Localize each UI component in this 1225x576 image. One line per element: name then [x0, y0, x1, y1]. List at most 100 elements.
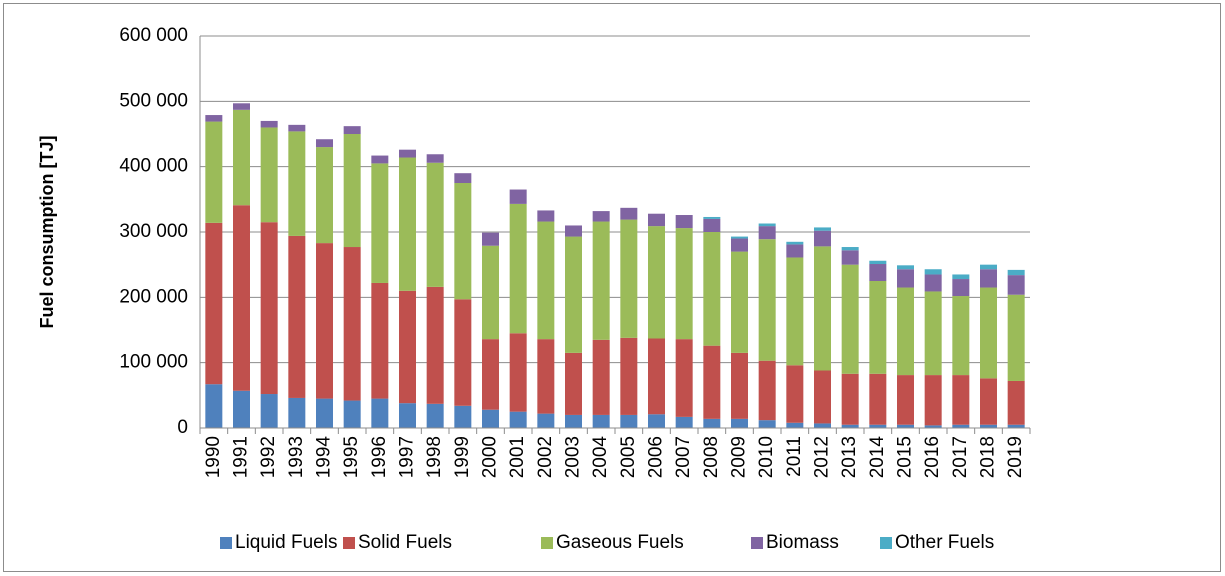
- bar-segment: [537, 413, 555, 428]
- x-tick-label: 2006: [646, 436, 667, 478]
- x-tick-label: 2017: [950, 436, 971, 478]
- bar-segment: [260, 394, 278, 428]
- bar-segment: [731, 352, 748, 419]
- x-tick-label: 1990: [203, 436, 224, 478]
- bar-segment: [343, 247, 361, 401]
- bar-segment: [454, 173, 472, 183]
- bar-segment: [509, 189, 527, 204]
- bar-segment: [592, 339, 610, 415]
- y-tick-label: 400 000: [119, 156, 188, 177]
- bar-segment: [952, 424, 970, 428]
- bar-segment: [869, 264, 887, 281]
- bar-segment: [371, 398, 389, 428]
- bar-segment: [288, 397, 306, 428]
- bar-segment: [482, 245, 499, 340]
- bar-segment: [758, 420, 776, 428]
- x-tick-label: 2002: [535, 436, 556, 478]
- bar-segment: [841, 250, 859, 265]
- x-tick-label: 2008: [701, 436, 722, 478]
- x-tick-label: 1994: [314, 436, 335, 479]
- bar-segment: [980, 424, 997, 428]
- x-tick-label: 2005: [618, 436, 639, 478]
- bar-segment: [814, 227, 831, 231]
- y-tick-label: 300 000: [119, 221, 188, 242]
- y-tick-label: 0: [177, 417, 188, 438]
- legend-swatch: [751, 537, 763, 549]
- x-tick-label: 2015: [895, 436, 916, 478]
- bar-segment: [814, 370, 831, 424]
- bar-segment: [233, 390, 250, 428]
- legend-label: Liquid Fuels: [235, 532, 337, 553]
- legend-swatch: [343, 537, 355, 549]
- bar-segment: [841, 373, 859, 425]
- bar-segment: [758, 360, 776, 421]
- bar-segment: [869, 281, 887, 374]
- bar-segment: [592, 414, 610, 428]
- x-tick-label: 2019: [1005, 436, 1026, 478]
- bar-segment: [288, 235, 306, 398]
- y-tick-label: 600 000: [119, 25, 188, 46]
- bar-segment: [980, 287, 997, 379]
- bar-segment: [648, 414, 665, 428]
- bar-segment: [703, 345, 721, 419]
- bar-segment: [537, 210, 555, 222]
- bar-segment: [482, 232, 499, 246]
- legend-label: Gaseous Fuels: [556, 532, 684, 553]
- bar-segment: [620, 337, 638, 415]
- bar-segment: [399, 157, 416, 291]
- bar-segment: [537, 221, 555, 340]
- x-tick-label: 2009: [729, 436, 750, 478]
- bar-segment: [260, 120, 278, 128]
- bar-segment: [592, 211, 610, 222]
- bar-segment: [841, 247, 859, 251]
- bar-segment: [786, 241, 804, 245]
- bar-segment: [426, 162, 444, 287]
- bar-segment: [814, 230, 831, 247]
- bar-segment: [980, 264, 997, 270]
- bar-segment: [897, 265, 914, 270]
- bar-segment: [592, 221, 610, 340]
- x-tick-label: 2004: [590, 436, 611, 479]
- bar-segment: [786, 257, 804, 366]
- bar-segment: [869, 373, 887, 425]
- bar-segment: [426, 154, 444, 163]
- bar-segment: [371, 282, 389, 399]
- bar-segment: [952, 279, 970, 297]
- bar-segment: [260, 127, 278, 223]
- bar-segment: [648, 226, 665, 339]
- bar-segment: [620, 219, 638, 338]
- bar-segment: [648, 338, 665, 415]
- x-tick-label: 1991: [231, 436, 252, 478]
- bar-segment: [288, 131, 306, 236]
- bar-segment: [814, 246, 831, 371]
- bar-segment: [703, 418, 721, 428]
- x-tick-label: 2010: [756, 436, 777, 478]
- bar-segment: [924, 269, 942, 275]
- bar-segment: [897, 424, 914, 428]
- bar-segment: [675, 215, 693, 229]
- bar-segment: [786, 365, 804, 423]
- x-tick-label: 2001: [507, 436, 528, 478]
- bar-segment: [1007, 269, 1025, 276]
- bar-segment: [565, 352, 582, 415]
- bar-segment: [454, 405, 472, 428]
- x-tick-label: 2007: [673, 436, 694, 478]
- bar-segment: [675, 339, 693, 417]
- y-tick-label: 100 000: [119, 352, 188, 373]
- bar-segment: [731, 236, 748, 239]
- bar-segment: [924, 375, 942, 426]
- bar-segment: [482, 409, 499, 428]
- bar-segment: [924, 291, 942, 376]
- bar-segment: [454, 299, 472, 406]
- bar-segment: [316, 243, 333, 399]
- bar-segment: [316, 147, 333, 244]
- bar-segment: [371, 163, 389, 283]
- y-tick-label: 500 000: [119, 90, 188, 111]
- x-tick-label: 2011: [784, 436, 805, 477]
- bar-segment: [786, 422, 804, 428]
- bar-segment: [343, 126, 361, 134]
- bar-segment: [675, 228, 693, 340]
- bar-segment: [924, 274, 942, 292]
- bar-segment: [482, 339, 499, 410]
